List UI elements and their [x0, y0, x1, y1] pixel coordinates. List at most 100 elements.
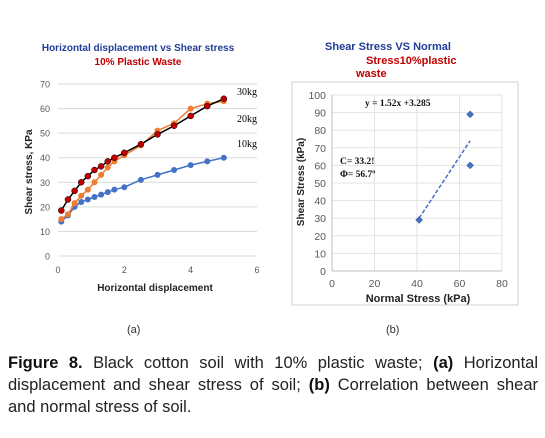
chart-b-y-tick: 70 [314, 143, 326, 155]
chart-b-point [466, 161, 474, 170]
chart-b-x-tick-labels: 0 20 40 60 80 [329, 278, 508, 290]
chart-a-point-20kg [91, 179, 98, 186]
chart-a-point-30kg [220, 95, 228, 102]
chart-a-point-10kg [121, 184, 128, 191]
caption-b-label: (b) [308, 376, 330, 394]
chart-a-point-20kg [98, 171, 105, 178]
chart-a: Horizontal displacement vs Shear stress … [24, 43, 260, 294]
chart-a-y-tick: 0 [45, 252, 50, 262]
chart-a-y-tick: 10 [40, 227, 50, 237]
chart-b-trendline [418, 140, 471, 219]
chart-a-y-tick: 40 [40, 153, 50, 163]
chart-a-x-tick: 4 [188, 265, 193, 275]
chart-a-point-10kg [104, 189, 111, 196]
chart-a-y-tick-labels: 0 10 20 30 40 50 60 70 [40, 80, 50, 262]
chart-a-point-10kg [187, 162, 194, 169]
chart-b: Shear Stress VS Normal Stress10%plastic … [291, 41, 519, 306]
chart-a-point-30kg [77, 179, 85, 186]
chart-a-line-20kg [60, 100, 224, 220]
chart-a-point-30kg [187, 112, 194, 120]
chart-b-x-axis-label: Normal Stress (kPa) [366, 293, 471, 305]
chart-a-y-tick: 70 [40, 80, 50, 90]
chart-a-point-10kg [171, 167, 178, 173]
chart-a-point-30kg [104, 158, 111, 165]
chart-a-y-tick: 20 [40, 202, 50, 212]
chart-b-gridlines [331, 94, 503, 272]
chart-b-y-tick: 90 [314, 108, 326, 120]
chart-a-point-30kg [91, 166, 98, 174]
caption-a-label: (a) [433, 354, 454, 372]
chart-a-point-10kg [111, 186, 118, 193]
chart-a-point-20kg [71, 200, 78, 207]
chart-b-plot-border [291, 81, 519, 306]
chart-a-x-tick: 2 [122, 265, 127, 275]
chart-a-y-axis-label: Shear stress, KPa [24, 129, 35, 214]
chart-a-gridlines [58, 83, 257, 257]
chart-b-y-axis-label: Shear Stress (kPa) [296, 138, 307, 226]
chart-a-subtitle: 10% Plastic Waste [95, 57, 182, 68]
chart-a-point-20kg [58, 216, 65, 223]
chart-a-point-30kg [97, 163, 105, 170]
chart-b-subtitle-line1: Stress10%plastic [366, 55, 457, 67]
chart-a-point-10kg [84, 196, 91, 203]
chart-a-point-20kg [84, 186, 91, 193]
panel-label-b: (b) [386, 324, 400, 336]
chart-b-cohesion: C= 33.2! [340, 157, 374, 167]
chart-a-point-30kg [58, 207, 65, 214]
chart-a-x-tick: 0 [55, 265, 60, 275]
chart-b-y-tick: 20 [314, 231, 326, 243]
chart-a-point-10kg [98, 191, 105, 198]
chart-a-point-10kg [137, 176, 144, 183]
chart-a-line-30kg [60, 98, 225, 211]
chart-a-title: Horizontal displacement vs Shear stress [42, 43, 235, 54]
chart-a-series [58, 95, 228, 225]
chart-b-y-tick: 0 [320, 266, 326, 278]
chart-a-y-tick: 30 [40, 178, 50, 188]
chart-b-equation: y = 1.52x +3.285 [365, 99, 431, 109]
figure-caption: Figure 8. Black cotton soil with 10% pla… [8, 352, 538, 418]
chart-a-x-tick: 6 [254, 265, 259, 275]
chart-a-point-10kg [154, 171, 161, 178]
chart-b-y-tick: 10 [314, 248, 326, 260]
chart-a-line-10kg [60, 156, 224, 223]
chart-a-legend-10kg: 10kg [237, 139, 257, 150]
panel-label-a: (a) [127, 324, 141, 336]
chart-b-x-tick: 60 [454, 278, 466, 290]
chart-a-legend-20kg: 20kg [237, 114, 257, 125]
caption-text-1: Black cotton soil with 10% plastic waste… [82, 354, 434, 372]
caption-text-2: Horizontal displacement and shear stress… [8, 354, 538, 394]
chart-a-y-tick: 60 [40, 104, 50, 114]
chart-b-y-tick: 60 [314, 160, 326, 172]
chart-b-y-tick: 40 [314, 196, 326, 208]
chart-b-x-tick: 80 [496, 278, 508, 290]
chart-a-point-20kg [78, 192, 85, 199]
caption-text-3: Correlation between shear and normal str… [8, 376, 538, 416]
chart-b-y-tick-labels: 0 10 20 30 40 50 60 70 80 90 100 [308, 90, 326, 278]
chart-b-subtitle-line2: waste [355, 68, 387, 80]
chart-a-point-30kg [111, 154, 118, 161]
chart-b-y-tick: 100 [308, 90, 326, 102]
chart-a-point-30kg [84, 172, 92, 180]
chart-a-y-tick: 50 [40, 129, 50, 139]
chart-a-point-30kg [121, 149, 128, 157]
chart-a-point-20kg [104, 164, 111, 171]
chart-b-trendline-line [418, 140, 471, 219]
chart-b-y-tick: 30 [314, 213, 326, 225]
chart-a-point-10kg [91, 194, 98, 201]
chart-b-point [415, 216, 423, 224]
chart-a-legend-30kg: 30kg [237, 87, 257, 98]
chart-a-point-30kg [71, 187, 78, 195]
chart-a-x-axis-label: Horizontal displacement [97, 283, 213, 294]
chart-a-x-tick-labels: 0 2 4 6 [55, 265, 259, 275]
chart-a-point-20kg [64, 211, 71, 218]
chart-b-x-tick: 20 [369, 278, 381, 290]
chart-b-y-tick: 50 [314, 178, 326, 190]
chart-a-point-10kg [78, 198, 85, 205]
chart-b-friction-angle: Φ= 56.7º [340, 170, 375, 180]
chart-b-point [466, 110, 474, 119]
chart-b-x-tick: 0 [329, 278, 335, 290]
chart-a-point-30kg [64, 196, 72, 203]
chart-a-point-10kg [204, 158, 211, 165]
chart-a-point-20kg [187, 105, 194, 112]
chart-b-title: Shear Stress VS Normal [325, 41, 451, 53]
